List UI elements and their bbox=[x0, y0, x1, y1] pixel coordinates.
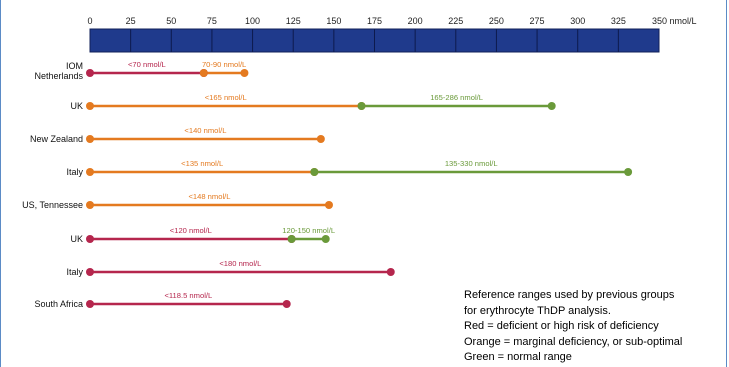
axis-tick-label: 250 bbox=[489, 16, 504, 26]
row-label-line: South Africa bbox=[34, 299, 83, 309]
range-label: <148 nmol/L bbox=[188, 192, 230, 201]
range-label: <140 nmol/L bbox=[184, 126, 226, 135]
legend-note-line: Reference ranges used by previous groups bbox=[464, 289, 675, 301]
axis-tick-labels: 0 25 50 75 100 125 150 175 200 225 250 275 300 325 350… bbox=[87, 16, 696, 26]
row-label-line: Italy bbox=[66, 167, 83, 177]
axis-tick-label: 150 bbox=[326, 16, 341, 26]
chart-rows: IOM Netherlands <70 nmol/L 70-90 nmol/L UK <1… bbox=[22, 60, 633, 309]
legend-note-line: for erythrocyte ThDP analysis. bbox=[464, 304, 611, 317]
axis-tick-label: 325 bbox=[611, 16, 626, 26]
range-end-point bbox=[624, 168, 633, 176]
range-label: <120 nmol/L bbox=[170, 226, 212, 235]
row-label-line: UK bbox=[70, 234, 83, 244]
row-label: UK bbox=[70, 234, 83, 244]
range-label: <180 nmol/L bbox=[219, 259, 261, 268]
chart-row: South Africa <118.5 nmol/L bbox=[34, 291, 291, 309]
chart-row: US, Tennessee <148 nmol/L bbox=[22, 192, 333, 210]
range-label: 165-286 nmol/L bbox=[430, 93, 483, 102]
row-label: UK bbox=[70, 101, 83, 111]
chart-row: IOM Netherlands <70 nmol/L 70-90 nmol/L bbox=[34, 60, 249, 81]
axis-tick-label: 75 bbox=[207, 16, 217, 26]
chart-row: Italy <180 nmol/L bbox=[66, 259, 395, 277]
chart-row: New Zealand <140 nmol/L bbox=[30, 126, 325, 144]
range-start-point bbox=[86, 201, 94, 209]
range-label: 120-150 nmol/L bbox=[282, 226, 335, 235]
range-end-point bbox=[324, 201, 333, 209]
range-end-point bbox=[321, 235, 330, 243]
row-label: South Africa bbox=[34, 299, 83, 309]
chart-row: UK <120 nmol/L 120-150 nmol/L bbox=[70, 226, 335, 244]
range-end-point bbox=[240, 69, 249, 77]
range-start-point bbox=[86, 69, 94, 77]
range-start-point bbox=[287, 235, 296, 243]
axis-tick-label: 0 bbox=[87, 16, 92, 26]
range-label: <165 nmol/L bbox=[205, 93, 247, 102]
range-end-point bbox=[316, 135, 325, 143]
row-label-line: Italy bbox=[66, 267, 83, 277]
legend-note-line: Green = normal range bbox=[464, 351, 572, 363]
range-start-point bbox=[86, 268, 94, 276]
chart-row: UK <165 nmol/L 165-286 nmol/L bbox=[70, 93, 556, 111]
row-label: New Zealand bbox=[30, 134, 83, 144]
range-start-point bbox=[310, 168, 319, 176]
axis-tick-label: 175 bbox=[367, 16, 382, 26]
legend-note: Reference ranges used by previous groups… bbox=[464, 288, 726, 366]
range-label: <135 nmol/L bbox=[181, 159, 223, 168]
axis-tick-label: 50 bbox=[166, 16, 176, 26]
range-end-point bbox=[282, 300, 291, 308]
row-label: Italy bbox=[66, 267, 83, 277]
axis-tick-label: 275 bbox=[530, 16, 545, 26]
axis-tick-label: 225 bbox=[448, 16, 463, 26]
axis-tick-label: 100 bbox=[245, 16, 260, 26]
range-start-point bbox=[86, 300, 94, 308]
legend-note-line: Orange = marginal deficiency, or sub-opt… bbox=[464, 335, 683, 348]
range-end-point bbox=[386, 268, 395, 276]
axis-tick-label: 25 bbox=[126, 16, 136, 26]
range-start-point bbox=[86, 102, 94, 110]
chart-row: Italy <135 nmol/L 135-330 nmol/L bbox=[66, 159, 633, 177]
axis-tick-label: 350 nmol/L bbox=[652, 16, 697, 26]
range-end-point bbox=[547, 102, 556, 110]
row-label-line: Netherlands bbox=[34, 71, 83, 81]
range-start-point bbox=[357, 102, 366, 110]
row-label: US, Tennessee bbox=[22, 200, 83, 210]
range-start-point bbox=[86, 235, 94, 243]
row-label: IOM Netherlands bbox=[34, 61, 83, 81]
range-label: <118.5 nmol/L bbox=[164, 291, 212, 300]
range-start-point bbox=[199, 69, 208, 77]
axis-tick-label: 125 bbox=[286, 16, 301, 26]
range-label: 135-330 nmol/L bbox=[445, 159, 498, 168]
axis-tick-label: 200 bbox=[408, 16, 423, 26]
range-label: 70-90 nmol/L bbox=[202, 60, 246, 69]
legend-note-line: Red = deficient or high risk of deficien… bbox=[464, 320, 659, 332]
range-start-point bbox=[86, 168, 94, 176]
range-label: <70 nmol/L bbox=[128, 60, 166, 69]
axis-bar bbox=[89, 28, 660, 53]
row-label-line: IOM bbox=[66, 61, 83, 71]
range-start-point bbox=[86, 135, 94, 143]
axis-tick-label: 300 bbox=[570, 16, 585, 26]
row-label-line: US, Tennessee bbox=[22, 200, 83, 210]
row-label-line: New Zealand bbox=[30, 134, 83, 144]
row-label-line: UK bbox=[70, 101, 83, 111]
row-label: Italy bbox=[66, 167, 83, 177]
